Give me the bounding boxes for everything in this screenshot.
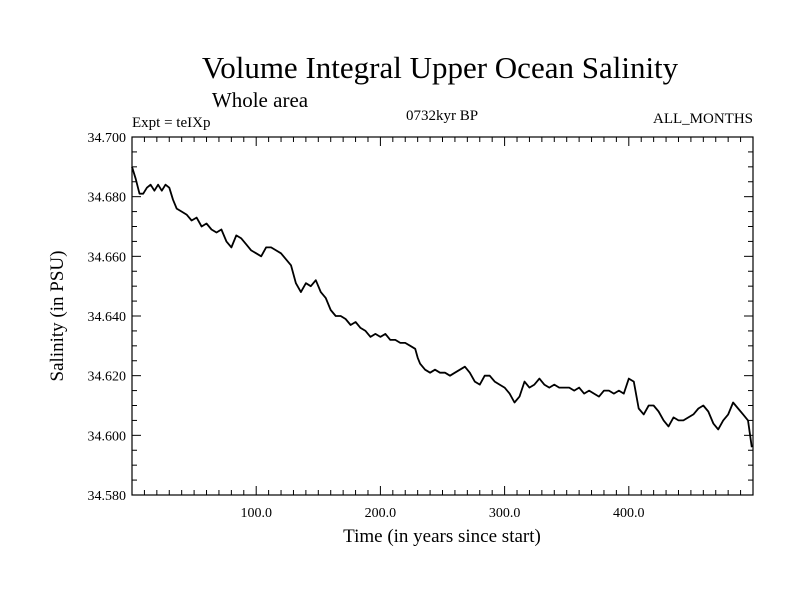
y-tick-label: 34.680 — [88, 191, 127, 206]
experiment-label: Expt = teIXp — [132, 115, 210, 131]
chart-title: Volume Integral Upper Ocean Salinity — [202, 50, 679, 85]
period-label: 0732kyr BP — [406, 108, 478, 124]
x-tick-label: 100.0 — [240, 506, 272, 521]
y-tick-label: 34.580 — [88, 489, 127, 504]
x-axis-label: Time (in years since start) — [343, 526, 541, 547]
y-tick-label: 34.640 — [88, 310, 127, 325]
y-axis: 34.580 34.600 34.620 34.640 34.660 34.680 34.7… — [88, 131, 753, 504]
data-layer — [131, 166, 753, 448]
x-axis: 100.0 200.0 300.0 400.0 — [143, 137, 742, 521]
y-tick-label: 34.700 — [88, 131, 127, 146]
y-tick-label: 34.620 — [88, 370, 127, 385]
x-tick-label: 300.0 — [489, 506, 521, 521]
x-tick-label: 400.0 — [613, 506, 645, 521]
y-tick-label: 34.600 — [88, 429, 127, 444]
chart-subtitle: Whole area — [212, 88, 309, 112]
months-label: ALL_MONTHS — [653, 111, 753, 127]
salinity-series-line — [131, 166, 753, 448]
y-tick-label: 34.660 — [88, 250, 127, 265]
plot-frame — [131, 136, 754, 496]
y-axis-label: Salinity (in PSU) — [47, 251, 68, 382]
x-tick-label: 200.0 — [365, 506, 397, 521]
